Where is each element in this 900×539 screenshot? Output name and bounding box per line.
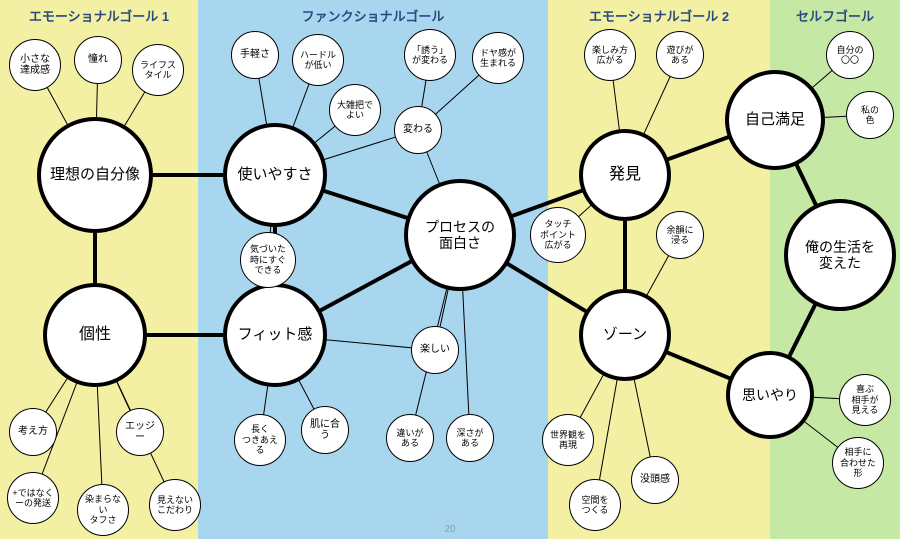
node-s_chigai: 違いが ある [386,414,434,462]
band-title: エモーショナルゴール 2 [548,6,770,25]
node-s_tegaru: 手軽さ [231,31,279,79]
node-s_life: ライフスタイル [132,44,184,96]
node-s_kizuita: 気づいた 時にすぐ できる [240,232,296,288]
node-s_oozappa: 大雑把で よい [329,84,381,136]
node-s_touch: タッチ ポイント 広がる [530,207,586,263]
node-s_sekai: 世界観を 再現 [542,414,594,466]
node-jiko: 自己満足 [725,70,825,170]
node-s_akogare: 憧れ [74,36,122,84]
node-fit: フィット感 [223,283,327,387]
node-s_yoin: 余韻に 浸る [656,211,704,259]
band-title: セルフゴール [770,6,900,25]
node-process: プロセスの 面白さ [404,179,516,291]
node-s_nagaku: 長く つきあえる [234,414,286,466]
node-s_kawaru: 変わる [394,106,442,154]
node-ore: 俺の生活を 変えた [784,199,896,311]
node-kosei: 個性 [43,283,147,387]
node-s_hurdle: ハードル が低い [292,34,344,86]
node-s_edgy: エッジー [116,408,164,456]
node-s_aite: 相手に 合わせた 形 [832,437,884,489]
node-hakken: 発見 [579,129,671,221]
node-s_tassei: 小さな 達成感 [9,39,61,91]
node-s_sasou: 「誘う」 が変わる [404,29,456,81]
node-s_jibun: 自分の 〇〇 [826,31,874,79]
node-s_tanoshi: 楽しい [411,326,459,374]
node-omoi: 思いやり [726,351,814,439]
node-ease: 使いやすさ [223,123,327,227]
band-title: エモーショナルゴール 1 [0,6,198,25]
node-ideal: 理想の自分像 [37,117,153,233]
node-s_kangae: 考え方 [9,408,57,456]
node-s_tanoshimi: 楽しみ方 広がる [584,29,636,81]
node-s_fukasa: 深さが ある [446,414,494,462]
band-title: ファンクショナルゴール [198,6,548,25]
node-zone: ゾーン [579,289,671,381]
node-s_plus: +ではなく ーの発送 [7,472,59,524]
diagram-stage: エモーショナルゴール 1ファンクショナルゴールエモーショナルゴール 2セルフゴー… [0,0,900,539]
page-number: 20 [0,524,900,535]
node-s_watashi: 私の 色 [846,91,894,139]
node-s_asobi: 遊びが ある [656,31,704,79]
node-s_doya: ドヤ感が 生まれる [472,32,524,84]
node-s_bottou: 没頭感 [631,456,679,504]
node-s_hada: 肌に合う [301,406,349,454]
node-s_yorokobu: 喜ぶ 相手が 見える [839,374,891,426]
